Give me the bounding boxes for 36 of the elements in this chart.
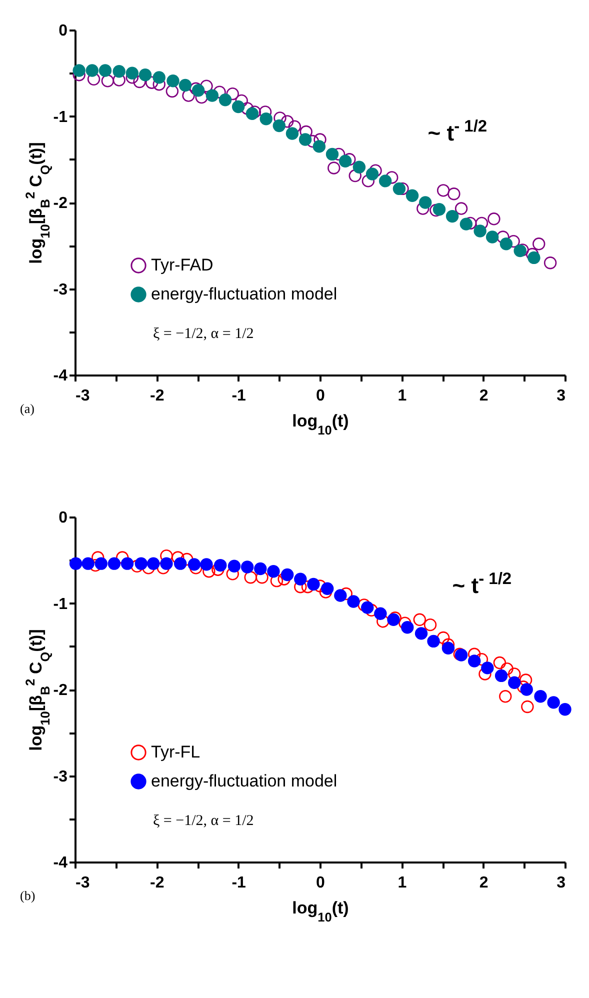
x-tick-label: 3: [556, 874, 566, 892]
legend-label: energy-fluctuation model: [151, 284, 338, 304]
legend-label: Tyr-FAD: [151, 256, 214, 274]
x-tick-label: -2: [150, 874, 164, 892]
y-tick-label: -3: [53, 281, 68, 298]
x-tick-label: 0: [316, 874, 326, 892]
x-tick-label: 1: [398, 874, 407, 892]
legend-label: Tyr-FL: [151, 742, 200, 762]
y-tick-label: -2: [53, 195, 68, 212]
x-tick-label: 3: [556, 388, 566, 404]
x-tick-label: -1: [232, 874, 246, 892]
x-axis-title: log$_{10}$(t): [292, 412, 349, 437]
annotation: ξ = −1/2, α = 1/2: [153, 813, 254, 829]
y-tick-label: -3: [53, 768, 68, 786]
x-tick-label: -3: [76, 874, 90, 892]
y-tick-label: 0: [58, 22, 68, 40]
y-tick-label: -4: [53, 854, 68, 872]
x-tick-label: 1: [398, 388, 407, 404]
y-tick-label: -1: [53, 596, 68, 613]
annotation: ~ t$^{- 1/2}$: [452, 570, 512, 598]
x-tick-label: 2: [479, 388, 488, 404]
x-tick-label: -3: [76, 388, 90, 404]
x-tick-label: -1: [232, 388, 246, 404]
text: (b): [20, 888, 36, 903]
legend-label: energy-fluctuation model: [151, 772, 338, 790]
annotation: ~ t$^{- 1/2}$: [428, 118, 488, 146]
x-tick-label: 2: [479, 874, 488, 892]
y-tick-label: -1: [53, 108, 68, 126]
y-tick-label: -2: [53, 682, 68, 699]
annotation: ξ = −1/2, α = 1/2: [153, 326, 254, 342]
text: (a): [20, 401, 34, 416]
y-tick-label: -4: [53, 368, 68, 384]
x-tick-label: 0: [316, 388, 326, 404]
x-tick-label: -2: [150, 388, 164, 404]
y-tick-label: 0: [58, 510, 68, 526]
x-axis-title: log$_{10}$(t): [292, 898, 349, 924]
